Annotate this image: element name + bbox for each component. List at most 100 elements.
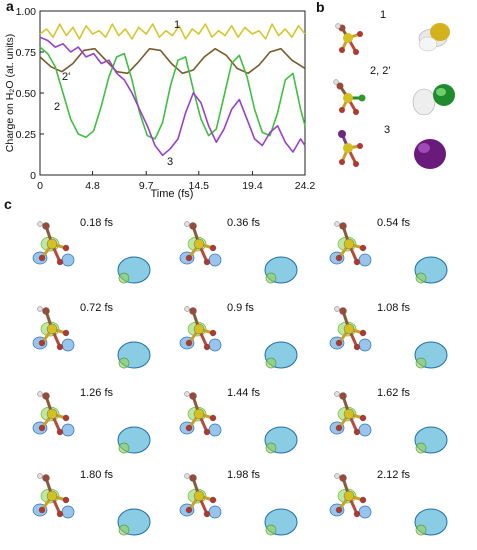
atom bbox=[335, 506, 343, 514]
series-line-1 bbox=[39, 23, 306, 40]
atom bbox=[339, 222, 347, 230]
snapshot-cell: 0.36 fs bbox=[179, 217, 298, 284]
snapshot-grid: 0.18 fs 0.36 fs 0.54 fs 0.72 fs 0.9 fs 1.08 f… bbox=[32, 217, 448, 536]
panel-b-label-2: 2, 2' bbox=[370, 65, 390, 77]
curve-label-1: 1 bbox=[174, 19, 180, 31]
panel-c: 0.18 fs 0.36 fs 0.54 fs 0.72 fs 0.9 fs 1.08 f… bbox=[32, 217, 448, 536]
isosurface-3 bbox=[414, 139, 446, 169]
series-group bbox=[39, 23, 306, 157]
atom bbox=[335, 254, 343, 262]
atom bbox=[335, 339, 343, 347]
atom bbox=[184, 221, 190, 227]
atom bbox=[56, 258, 64, 266]
atom bbox=[209, 244, 217, 252]
series-line-4 bbox=[39, 36, 306, 157]
charge-chart: 0 4.8 9.7 14.5 19.4 24.2 0 0.25 0.50 0.75 1.00 Ti… bbox=[4, 6, 315, 200]
orbital-lobe bbox=[118, 524, 130, 536]
atom bbox=[38, 424, 46, 432]
snapshot-time-label: 0.72 fs bbox=[80, 302, 114, 314]
atom bbox=[209, 329, 217, 337]
atom bbox=[343, 238, 355, 250]
panel-label-a: a bbox=[6, 0, 14, 14]
y-tick-label: 1.00 bbox=[16, 6, 37, 18]
orbital-lobe bbox=[61, 423, 75, 437]
y-tick-label: 0.50 bbox=[16, 88, 37, 100]
snapshot-cell: 0.54 fs bbox=[329, 217, 448, 284]
atom bbox=[56, 428, 64, 436]
atom bbox=[353, 428, 361, 436]
snapshot-time-label: 1.80 fs bbox=[80, 469, 114, 481]
atom bbox=[46, 490, 58, 502]
atom bbox=[38, 254, 46, 262]
atom bbox=[193, 323, 205, 335]
atom bbox=[185, 506, 193, 514]
atom bbox=[334, 473, 340, 479]
orbital-lobe bbox=[358, 423, 372, 437]
molecule-3 bbox=[338, 130, 363, 167]
atom bbox=[185, 424, 193, 432]
atom bbox=[203, 343, 211, 351]
atom bbox=[62, 329, 70, 337]
atom bbox=[343, 490, 355, 502]
atom bbox=[209, 496, 217, 504]
atom bbox=[353, 258, 361, 266]
atom bbox=[209, 414, 217, 422]
panel-label-b: b bbox=[316, 0, 325, 15]
atom bbox=[189, 474, 197, 482]
atom bbox=[193, 490, 205, 502]
orbital-lobe bbox=[265, 357, 277, 369]
y-tick-label: 0.25 bbox=[16, 129, 37, 141]
atom bbox=[38, 339, 46, 347]
orbital-lobe bbox=[358, 505, 372, 519]
snapshot-cell: 0.9 fs bbox=[179, 302, 298, 369]
atom bbox=[339, 474, 347, 482]
orbital-lobe bbox=[208, 505, 222, 519]
atom bbox=[56, 510, 64, 518]
orbital-lobe bbox=[61, 338, 75, 352]
atom bbox=[203, 428, 211, 436]
orbital-lobe bbox=[208, 423, 222, 437]
y-axis-label: Charge on H₂O (at. units) bbox=[4, 34, 16, 152]
atom bbox=[46, 408, 58, 420]
orbital-lobe bbox=[118, 442, 130, 454]
atom bbox=[335, 424, 343, 432]
x-tick-label: 14.5 bbox=[189, 180, 210, 192]
snapshot-time-label: 0.18 fs bbox=[80, 217, 114, 229]
snapshot-cell: 1.26 fs bbox=[32, 387, 151, 454]
orbital-lobe bbox=[118, 357, 130, 369]
snapshot-cell: 1.44 fs bbox=[179, 387, 298, 454]
atom bbox=[339, 392, 347, 400]
atom bbox=[353, 343, 361, 351]
series-line-2 bbox=[39, 47, 306, 75]
orbital-lobe bbox=[61, 505, 75, 519]
atom bbox=[42, 474, 50, 482]
atom bbox=[189, 222, 197, 230]
atom bbox=[38, 506, 46, 514]
orbital-lobe bbox=[208, 253, 222, 267]
atom bbox=[343, 408, 355, 420]
atom bbox=[37, 473, 43, 479]
x-tick-label: 9.7 bbox=[139, 180, 154, 192]
snapshot-time-label: 1.44 fs bbox=[227, 387, 261, 399]
snapshot-cell: 1.62 fs bbox=[329, 387, 448, 454]
atom bbox=[193, 238, 205, 250]
snapshot-cell: 1.98 fs bbox=[179, 469, 298, 536]
atom bbox=[203, 510, 211, 518]
curve-label-2-prime: 2' bbox=[62, 71, 70, 83]
atom bbox=[184, 391, 190, 397]
snapshot-time-label: 0.54 fs bbox=[377, 217, 411, 229]
orbital-lobe bbox=[415, 524, 427, 536]
x-tick-label: 24.2 bbox=[295, 180, 315, 192]
atom bbox=[42, 307, 50, 315]
atom bbox=[359, 496, 367, 504]
snapshot-time-label: 1.98 fs bbox=[227, 469, 261, 481]
x-tick-label: 0 bbox=[37, 180, 43, 192]
orbital-lobe bbox=[415, 442, 427, 454]
curve-label-2: 2 bbox=[54, 101, 60, 113]
orbital-lobe bbox=[118, 272, 130, 284]
atom bbox=[359, 244, 367, 252]
x-axis-label: Time (fs) bbox=[151, 188, 194, 200]
atom bbox=[189, 307, 197, 315]
atom bbox=[37, 306, 43, 312]
